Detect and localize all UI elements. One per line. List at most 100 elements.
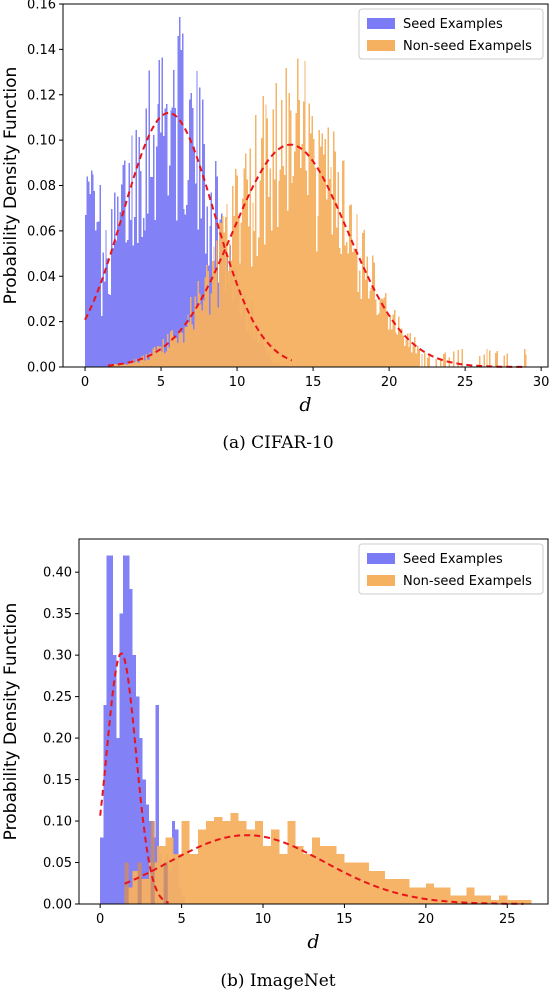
nonseed-bar (386, 314, 389, 367)
seed-bar (160, 132, 162, 367)
nonseed-bar (395, 332, 397, 367)
nonseed-bar (234, 168, 237, 367)
nonseed-bar (206, 821, 215, 904)
nonseed-bar (132, 359, 134, 367)
seed-bar (100, 837, 104, 904)
seed-bar (128, 162, 130, 367)
y-tick-label: 0.10 (43, 815, 72, 830)
nonseed-bar (489, 350, 491, 367)
nonseed-bar (221, 216, 224, 367)
seed-bar (111, 209, 113, 367)
nonseed-bar (136, 361, 139, 367)
nonseed-bar (198, 293, 201, 367)
nonseed-bar (486, 349, 488, 367)
seed-bar (89, 194, 91, 367)
nonseed-bar (142, 355, 144, 367)
nonseed-bar (503, 355, 506, 367)
nonseed-bar (398, 316, 400, 367)
nonseed-bar (287, 821, 296, 904)
nonseed-bar (229, 243, 231, 367)
nonseed-bar (450, 895, 459, 904)
seed-bar (137, 243, 139, 367)
nonseed-bar (226, 204, 228, 367)
nonseed-bar (128, 363, 130, 367)
nonseed-bar (396, 334, 399, 367)
seed-bar (96, 221, 99, 367)
seed-bar (163, 136, 165, 367)
seed-bar (115, 240, 117, 367)
y-tick-label: 0.16 (27, 0, 56, 13)
nonseed-bar (162, 339, 165, 367)
seed-bar (121, 184, 123, 367)
nonseed-bar (320, 845, 329, 904)
seed-bar (90, 170, 93, 367)
y-tick-label: 0.12 (27, 88, 56, 103)
seed-bar (147, 213, 149, 367)
nonseed-bar (351, 252, 354, 367)
x-tick-label: 10 (255, 912, 272, 927)
nonseed-bar (453, 351, 455, 367)
nonseed-bar (409, 333, 412, 367)
x-axis-label: d (307, 931, 319, 953)
nonseed-bar (141, 356, 143, 367)
x-tick-label: 25 (457, 375, 474, 390)
nonseed-bar (214, 816, 223, 904)
nonseed-bar (151, 355, 153, 367)
nonseed-bar (483, 354, 485, 367)
nonseed-bar (165, 837, 174, 904)
nonseed-bar (187, 314, 189, 367)
nonseed-bar (506, 353, 508, 367)
nonseed-bar (399, 331, 402, 367)
x-tick-label: 20 (381, 375, 398, 390)
seed-bar (155, 704, 159, 904)
nonseed-bar (359, 270, 361, 367)
nonseed-bar (148, 359, 150, 367)
y-tick-label: 0.02 (27, 315, 56, 330)
seed-bar (102, 252, 104, 367)
nonseed-bar (232, 185, 234, 367)
nonseed-bar (278, 181, 280, 367)
seed-bar (106, 258, 109, 367)
seed-bar (100, 315, 103, 367)
x-tick-label: 0 (81, 375, 89, 390)
nonseed-bar (414, 336, 416, 367)
seed-bar (194, 183, 197, 367)
nonseed-bar (155, 350, 157, 367)
y-tick-label: 0.14 (27, 43, 56, 58)
nonseed-bar (286, 210, 289, 367)
nonseed-bar (254, 821, 264, 904)
nonseed-bar (295, 113, 298, 367)
nonseed-bar (496, 351, 498, 367)
x-ticks: 0 5 10 15 20 25 (96, 904, 516, 927)
y-tick-label: 0.06 (27, 224, 56, 239)
seed-bar (165, 104, 168, 368)
seed-bar (124, 160, 126, 367)
seed-bar (106, 555, 110, 904)
seed-bar (164, 108, 166, 368)
nonseed-bar (171, 330, 173, 367)
nonseed-bar (337, 172, 339, 367)
nonseed-bar (149, 352, 152, 367)
y-axis-label: Probability Density Function (1, 603, 21, 841)
nonseed-bar (284, 174, 286, 367)
nonseed-bar (349, 205, 351, 367)
nonseed-bar (294, 151, 296, 367)
nonseed-bar (191, 324, 194, 367)
nonseed-bar (165, 351, 168, 367)
seed-bar (187, 180, 190, 367)
nonseed-bar (220, 223, 222, 367)
nonseed-bar (328, 179, 331, 367)
nonseed-bar (238, 821, 247, 904)
nonseed-bar (298, 99, 300, 368)
nonseed-bar (291, 182, 293, 367)
nonseed-bar (392, 314, 394, 367)
seed-bar (189, 99, 191, 367)
nonseed-bar (344, 862, 353, 904)
nonseed-bar (227, 271, 230, 367)
seed-bar (158, 60, 161, 367)
nonseed-bar (379, 299, 381, 367)
nonseed-bar (252, 202, 254, 367)
seed-bar (167, 195, 169, 367)
nonseed-bar (368, 870, 378, 904)
seed-bar (119, 613, 123, 904)
